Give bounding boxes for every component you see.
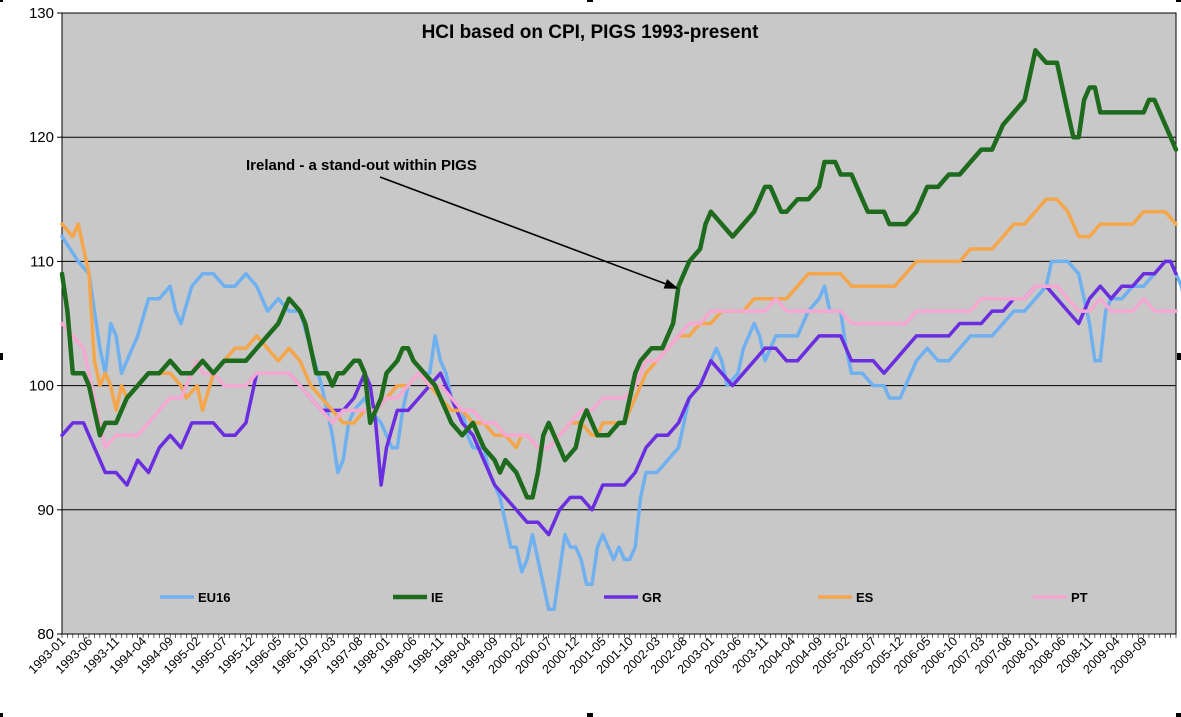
legend-label: GR <box>642 590 662 605</box>
series-layer <box>59 48 1181 611</box>
series-line-pt <box>60 284 1178 450</box>
legend-item-eu16: EU16 <box>160 590 231 605</box>
legend-label: IE <box>431 590 444 605</box>
y-tick-label: 90 <box>37 502 54 519</box>
y-axis: 80 90 100 110 120 130 <box>29 5 62 643</box>
legend-item-es: ES <box>818 590 874 605</box>
legend-label: ES <box>856 590 874 605</box>
series-line-eu16 <box>60 234 1181 611</box>
annotation-arrow-head <box>663 279 679 289</box>
series-line-ie <box>59 48 1179 500</box>
annotation-text: Ireland - a stand-out within PIGS <box>246 157 477 174</box>
y-tick-label: 100 <box>29 378 54 395</box>
legend-item-gr: GR <box>604 590 662 605</box>
legend-label: EU16 <box>198 590 231 605</box>
y-tick-label: 120 <box>29 129 54 146</box>
series-line-gr <box>60 259 1178 537</box>
annotation: Ireland - a stand-out within PIGS <box>246 157 679 289</box>
chart-title: HCI based on CPI, PIGS 1993-present <box>422 22 759 43</box>
series-line-es <box>60 197 1178 450</box>
legend-item-pt: PT <box>1033 590 1088 605</box>
y-tick-label: 80 <box>37 626 54 643</box>
legend: EU16 IE GR ES PT <box>160 590 1088 605</box>
y-tick-label: 130 <box>29 5 54 22</box>
plot-area <box>61 12 1177 635</box>
y-tick-label: 110 <box>30 253 54 270</box>
legend-label: PT <box>1071 590 1088 605</box>
legend-item-ie: IE <box>393 590 444 605</box>
annotation-arrow <box>379 176 666 285</box>
